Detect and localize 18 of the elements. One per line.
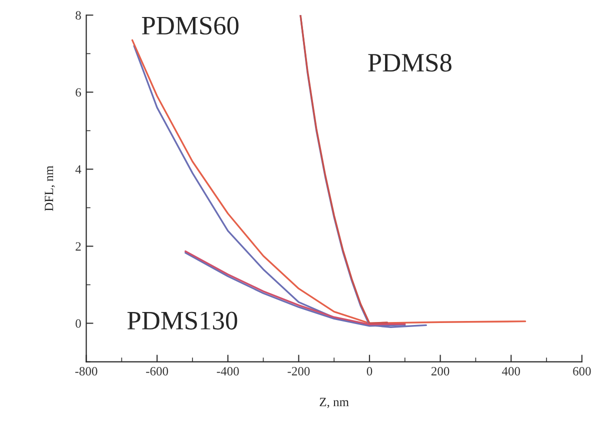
x-tick-label: -400	[216, 367, 239, 376]
y-tick-label: 6	[76, 88, 82, 97]
y-tick-label: 2	[76, 242, 81, 251]
y-tick-label: 4	[75, 165, 82, 174]
y-tick-label: 0	[76, 319, 81, 328]
x-tick-label: -800	[75, 367, 98, 376]
annotation: PDMS60	[142, 16, 238, 35]
x-tick-label: 600	[573, 367, 591, 376]
x-tick-label: -200	[288, 367, 310, 376]
x-tick-label: 200	[431, 367, 450, 376]
x-tick-label: 0	[366, 367, 372, 376]
x-axis-title: Z, nm	[320, 398, 349, 408]
y-axis-title: DFL, nm	[44, 166, 55, 212]
x-tick-label: 400	[502, 367, 520, 376]
x-tick-label: -600	[146, 367, 168, 376]
y-tick-label: 8	[76, 11, 81, 20]
annotation: PDMS130	[127, 312, 238, 330]
annotation: PDMS8	[368, 54, 452, 72]
